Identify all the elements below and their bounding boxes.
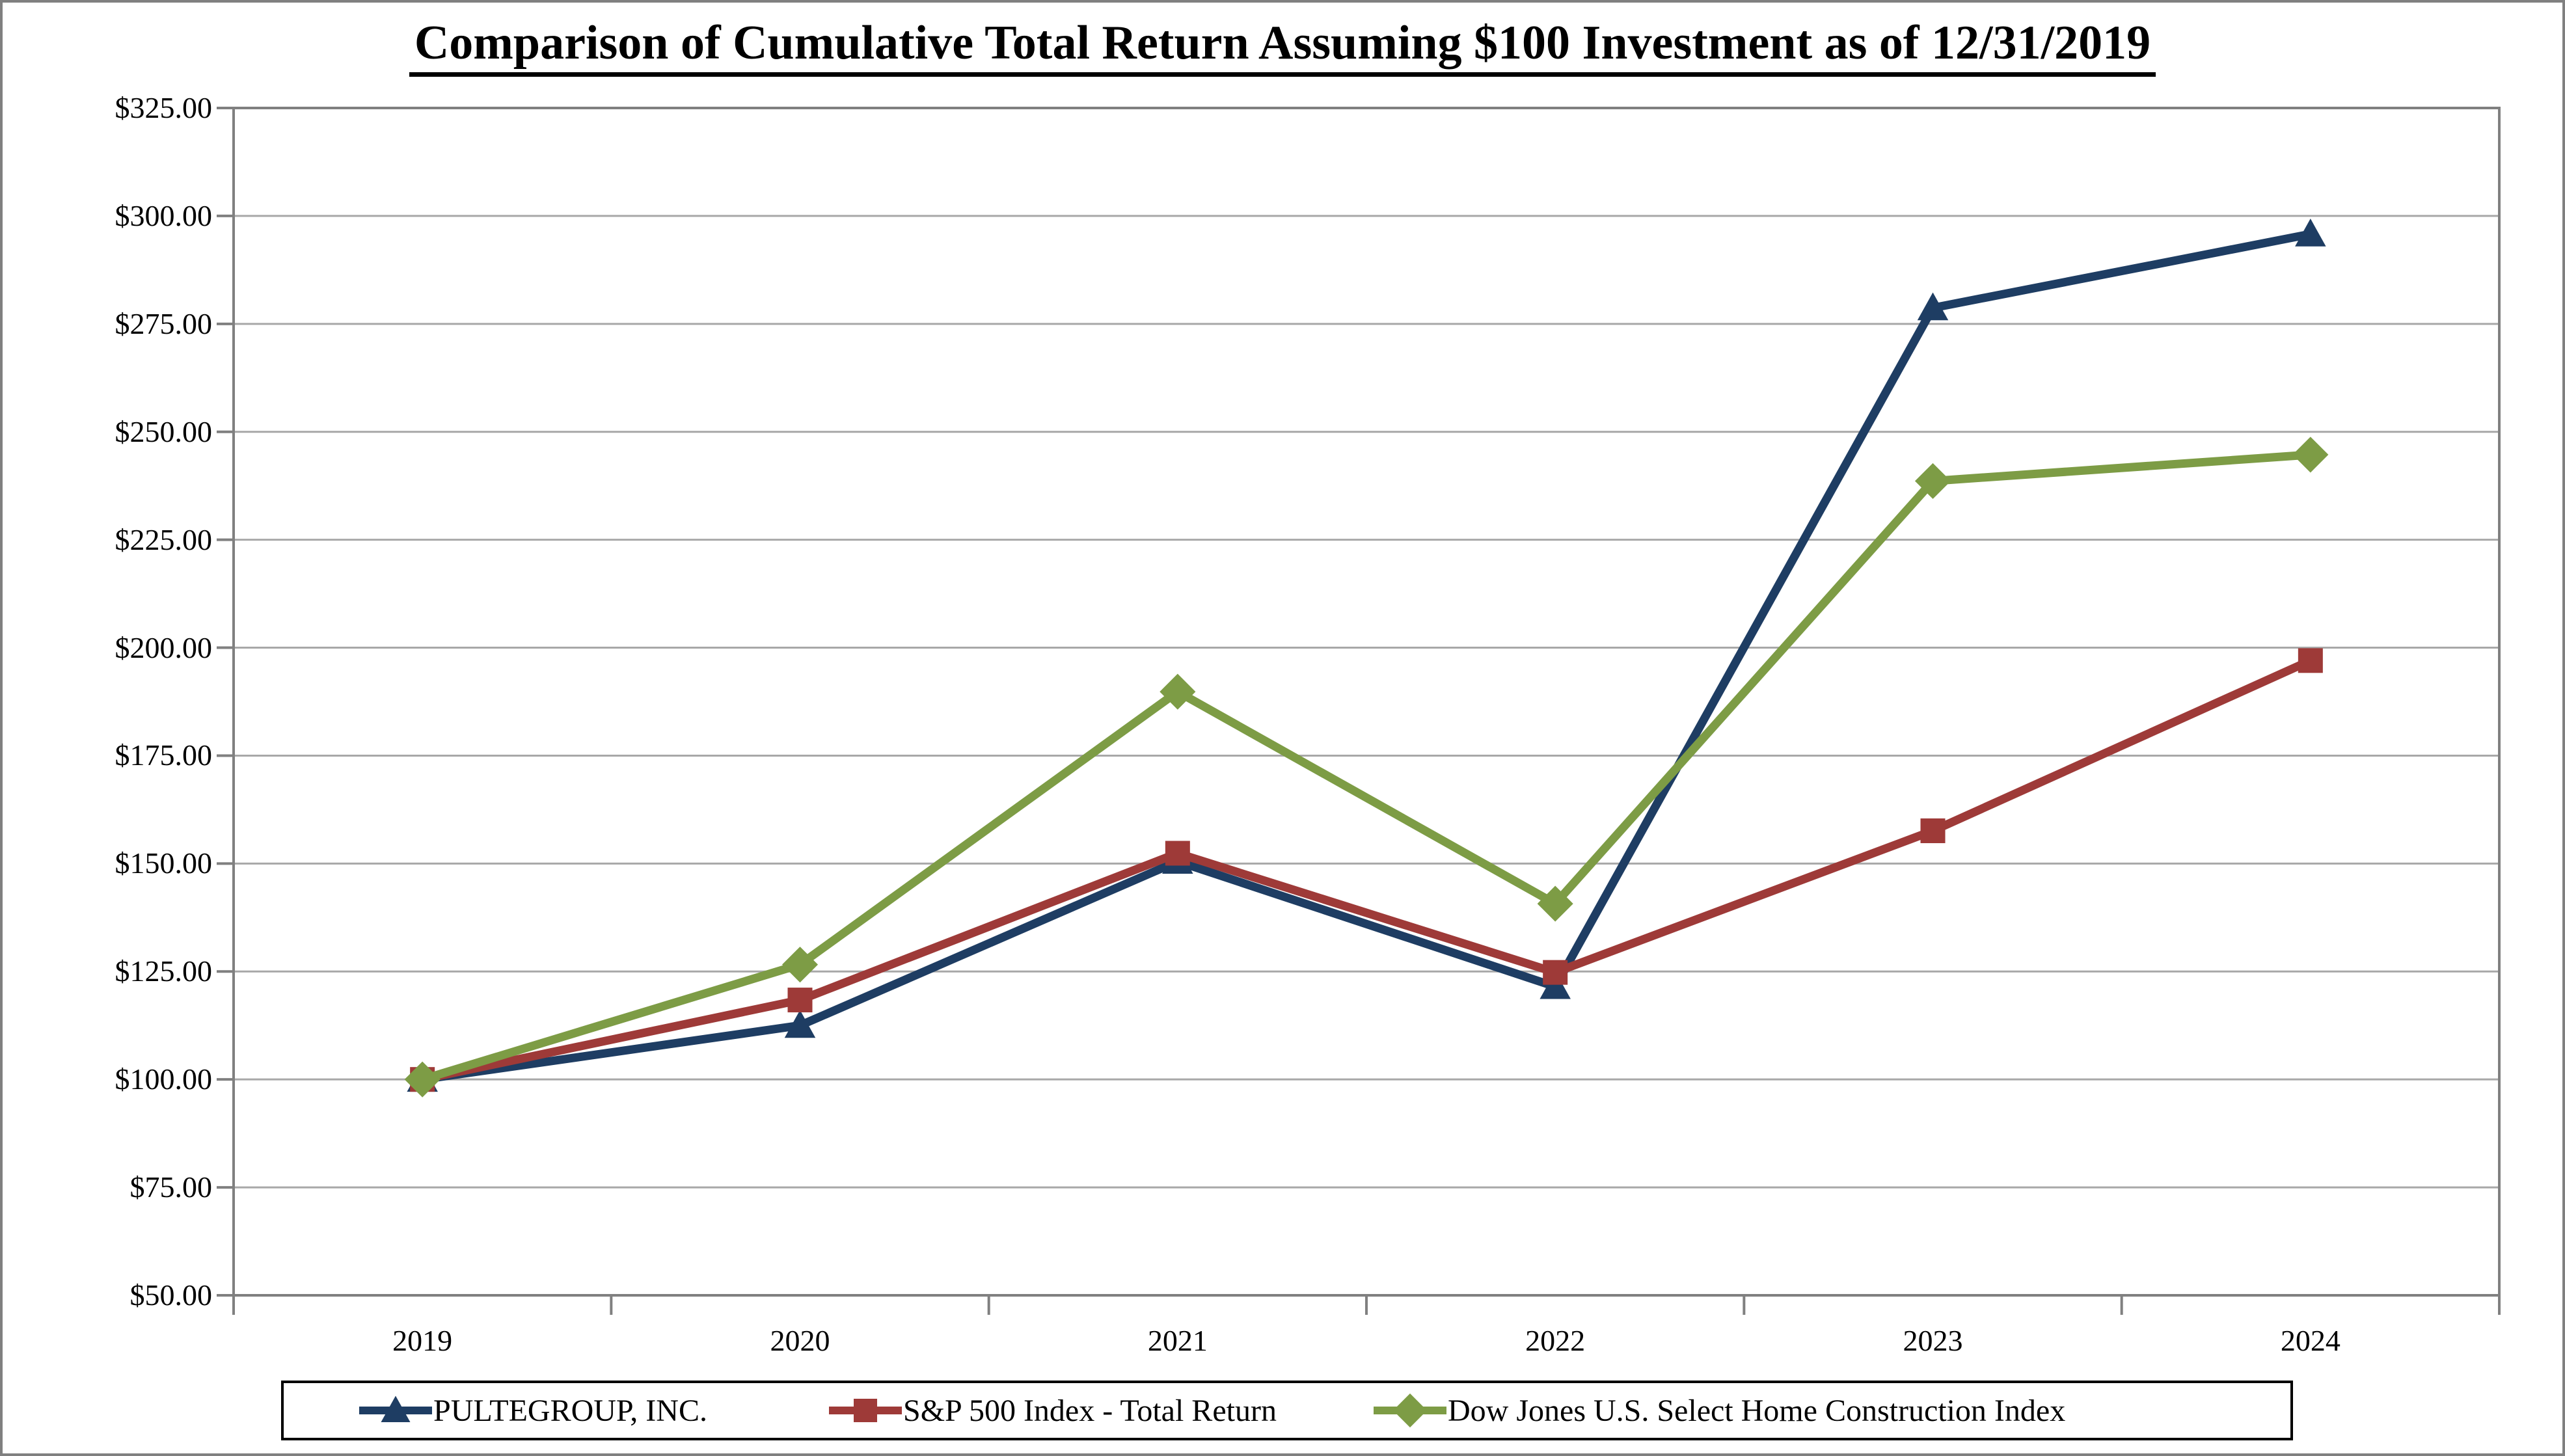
triangle-marker [1540, 971, 1571, 999]
diamond-marker [404, 1061, 441, 1098]
square-marker [854, 1399, 877, 1422]
y-tick-label: $200.00 [115, 630, 213, 664]
diamond-marker [1914, 463, 1951, 499]
x-tick-label: 2020 [770, 1324, 830, 1357]
y-tick-label: $100.00 [115, 1062, 213, 1096]
x-tick-label: 2023 [1903, 1324, 1963, 1357]
y-tick-label: $300.00 [115, 198, 213, 232]
y-tick-label: $325.00 [115, 91, 213, 124]
diamond-marker [781, 947, 819, 983]
plot-border [232, 107, 2501, 1297]
series-line-2 [421, 450, 2311, 1084]
legend-label: S&P 500 Index - Total Return [903, 1393, 1277, 1428]
legend-entry: Dow Jones U.S. Select Home Construction … [1374, 1383, 2065, 1438]
legend-swatch-diamond [1374, 1393, 1446, 1428]
diamond-marker [2292, 437, 2329, 473]
x-tick-label: 2021 [1147, 1324, 1208, 1357]
y-tick-label: $50.00 [129, 1278, 213, 1312]
legend-swatch-triangle [359, 1395, 432, 1422]
y-tick-label: $75.00 [129, 1170, 213, 1204]
y-tick-label: $175.00 [115, 738, 213, 772]
diamond-marker [1537, 885, 1573, 922]
legend-entry: S&P 500 Index - Total Return [829, 1383, 1277, 1438]
legend-entry: PULTEGROUP, INC. [359, 1383, 707, 1438]
legend-swatch-square [829, 1399, 902, 1422]
square-marker [1543, 960, 1568, 985]
y-tick-label: $225.00 [115, 522, 213, 556]
diamond-marker [1160, 673, 1196, 710]
triangle-marker [1917, 292, 1949, 321]
y-tick-label: $150.00 [115, 846, 213, 880]
square-marker [1165, 841, 1190, 866]
square-marker [1920, 818, 1946, 843]
triangle-marker [784, 1010, 816, 1038]
triangle-marker [2295, 219, 2326, 247]
series-line-0 [422, 230, 2312, 1084]
square-marker [2298, 648, 2323, 673]
y-tick-label: $275.00 [115, 306, 213, 340]
square-marker [787, 988, 813, 1013]
triangle-marker [381, 1395, 411, 1422]
legend-label: PULTEGROUP, INC. [433, 1393, 707, 1428]
title-wrap: Comparison of Cumulative Total Return As… [0, 16, 2565, 77]
series-line-1 [421, 656, 2313, 1084]
legend-label: Dow Jones U.S. Select Home Construction … [1448, 1393, 2066, 1428]
diamond-marker [1392, 1393, 1428, 1428]
chart-title: Comparison of Cumulative Total Return As… [409, 16, 2156, 77]
x-tick-label: 2019 [392, 1324, 453, 1357]
x-tick-label: 2022 [1525, 1324, 1586, 1357]
y-tick-label: $125.00 [115, 954, 213, 988]
y-tick-label: $250.00 [115, 414, 213, 448]
x-tick-label: 2024 [2280, 1324, 2341, 1357]
legend-box: PULTEGROUP, INC. S&P 500 Index - Total Re… [281, 1381, 2293, 1440]
